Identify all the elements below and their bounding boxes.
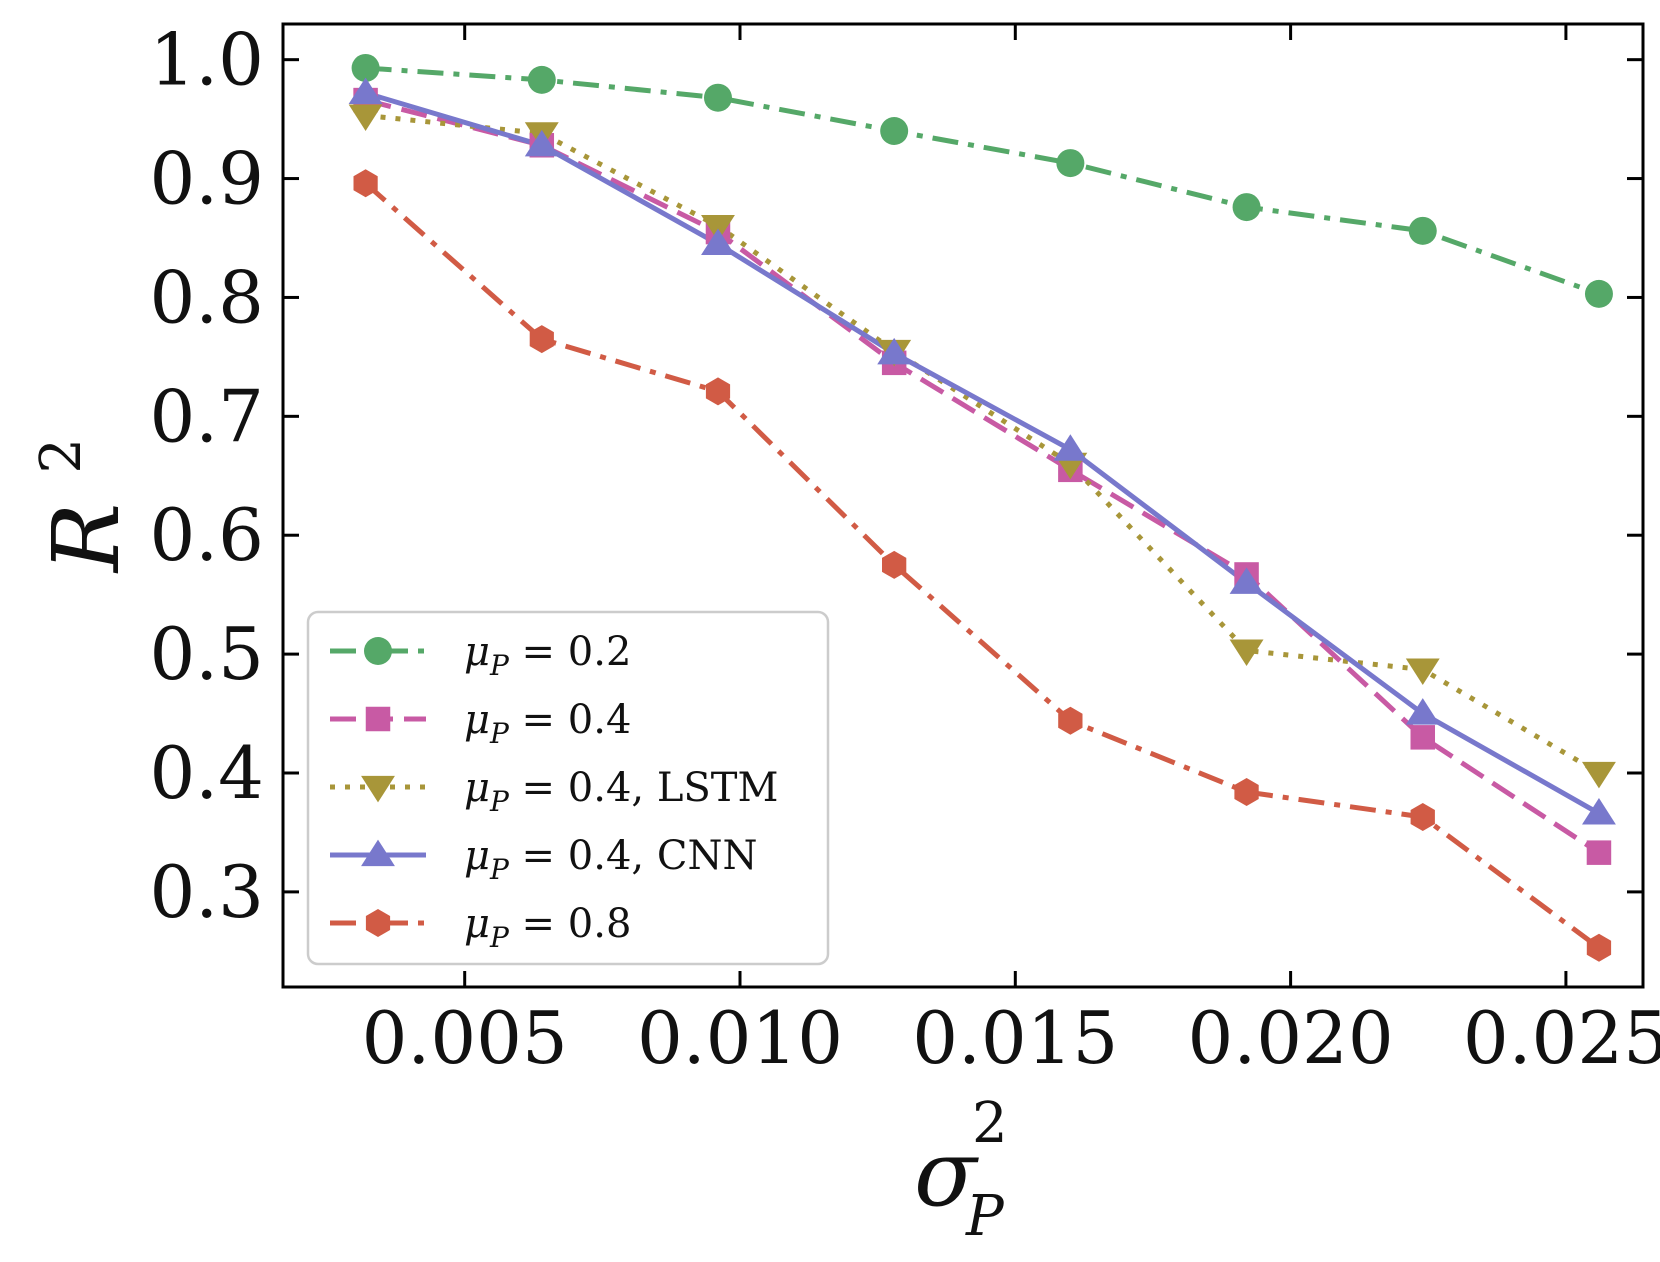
legend-label-2: μP = 0.4, LSTM — [464, 765, 778, 818]
legend-box — [306, 610, 830, 966]
x-axis-title: σ 2 P — [914, 1091, 1008, 1249]
y-tick-label: 0.6 — [149, 493, 264, 577]
data-point-s2-p0 — [348, 104, 383, 131]
data-point-s0-p1 — [527, 65, 556, 94]
axis-ticks: 0.005 0.010 0.015 0.020 0.025 0.3 0.4 0.5 0.6 0.7… — [149, 18, 1660, 1080]
y-tick-label: 0.5 — [149, 612, 264, 696]
y-axis-title: R 2 — [29, 438, 140, 574]
data-point-s0-p4 — [1056, 149, 1085, 178]
y-tick-label: 0.9 — [149, 137, 264, 221]
series-line-3 — [364, 90, 1601, 816]
data-point-s3-p6 — [1405, 698, 1440, 725]
data-point-s0-p7 — [1584, 279, 1613, 308]
legend-label-0: μP = 0.2 — [464, 629, 631, 682]
x-tick-label: 0.020 — [1188, 996, 1394, 1080]
y-tick-label: 0.4 — [149, 731, 264, 815]
plot-frame — [281, 22, 1645, 989]
data-point-s2-p5 — [1229, 639, 1264, 666]
legend-label-4: μP = 0.8 — [464, 901, 631, 954]
legend-label-1: μP = 0.4 — [464, 697, 631, 750]
y-axis-title-sup: 2 — [29, 438, 94, 474]
series-line-4 — [363, 181, 1601, 950]
y-tick-label: 0.8 — [149, 255, 264, 339]
legend-marker-2 — [361, 775, 395, 803]
data-point-s4-p3 — [882, 550, 907, 579]
x-axis-title-text: σ — [914, 1120, 979, 1227]
data-point-s2-p6 — [1405, 658, 1440, 685]
data-point-s3-p7 — [1582, 798, 1616, 825]
series-line-2 — [365, 113, 1601, 776]
legend-marker-3 — [361, 839, 395, 867]
data-point-s0-p5 — [1232, 193, 1261, 222]
legend-marker-0 — [364, 637, 392, 665]
x-tick-label: 0.005 — [362, 996, 568, 1080]
data-point-s3-p2 — [701, 228, 735, 256]
series-line-1 — [364, 97, 1601, 855]
data-point-s1-p7 — [1586, 840, 1612, 865]
data-point-s0-p3 — [880, 117, 909, 145]
data-point-s0-p2 — [703, 83, 732, 112]
legend-marker-1 — [365, 706, 391, 732]
data-point-s4-p4 — [1058, 706, 1083, 735]
data-point-s2-p7 — [1582, 761, 1616, 789]
y-tick-label: 0.7 — [149, 374, 264, 458]
series-line-0 — [365, 65, 1600, 297]
series-markers — [348, 53, 1616, 962]
data-point-s3-p1 — [524, 129, 559, 157]
x-tick-label: 0.025 — [1463, 996, 1660, 1080]
data-point-s2-p2 — [701, 215, 735, 242]
legend-marker-4 — [365, 909, 391, 937]
data-point-s3-p0 — [348, 77, 383, 105]
data-point-s3-p5 — [1229, 567, 1264, 594]
data-point-s4-p7 — [1586, 933, 1612, 962]
x-tick-label: 0.010 — [637, 996, 843, 1080]
svg-text:R 2: R 2 — [29, 438, 140, 574]
y-tick-label: 0.3 — [149, 850, 264, 934]
data-point-s0-p0 — [351, 53, 380, 82]
x-tick-label: 0.015 — [912, 996, 1118, 1080]
y-axis-title-text: R — [33, 503, 140, 574]
legend-entries: μP = 0.2 μP = 0.4 μP = 0.4, LSTM μP = 0.4, … — [330, 629, 778, 954]
data-point-s1-p6 — [1410, 725, 1436, 750]
data-point-s4-p0 — [353, 169, 378, 198]
data-point-s4-p1 — [529, 325, 554, 354]
y-tick-label: 1.0 — [149, 18, 264, 102]
data-point-s3-p4 — [1053, 434, 1088, 461]
series-lines — [363, 65, 1601, 950]
data-point-s4-p5 — [1234, 778, 1259, 806]
x-axis-title-sup: 2 — [972, 1091, 1008, 1156]
x-axis-title-sub: P — [965, 1184, 1005, 1249]
data-point-s4-p2 — [705, 377, 731, 406]
data-point-s3-p3 — [877, 337, 912, 365]
data-point-s0-p6 — [1408, 216, 1437, 245]
legend: μP = 0.2 μP = 0.4 μP = 0.4, LSTM μP = 0.4, … — [306, 610, 830, 966]
data-point-s4-p6 — [1410, 803, 1435, 831]
legend-label-3: μP = 0.4, CNN — [464, 833, 757, 886]
